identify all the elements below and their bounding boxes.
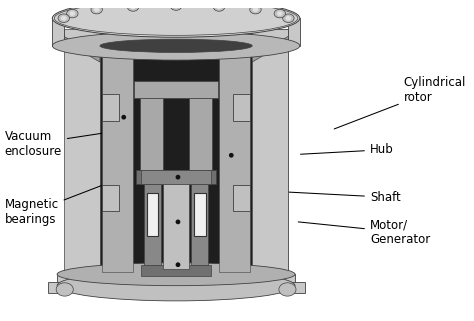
Ellipse shape: [253, 7, 258, 12]
Ellipse shape: [94, 7, 100, 12]
Polygon shape: [191, 184, 209, 265]
Ellipse shape: [58, 14, 70, 22]
Polygon shape: [47, 282, 64, 293]
Bar: [233, 185, 250, 212]
Polygon shape: [144, 184, 161, 265]
Polygon shape: [136, 169, 216, 184]
Ellipse shape: [57, 263, 295, 286]
Ellipse shape: [70, 11, 75, 16]
Ellipse shape: [57, 270, 295, 301]
Polygon shape: [57, 274, 295, 286]
Ellipse shape: [175, 220, 181, 224]
Ellipse shape: [67, 9, 78, 18]
Ellipse shape: [274, 9, 285, 18]
Bar: [141, 265, 211, 276]
Ellipse shape: [130, 4, 136, 9]
Ellipse shape: [128, 3, 139, 11]
Ellipse shape: [277, 11, 283, 16]
Ellipse shape: [61, 16, 67, 21]
Text: Vacuum
enclosure: Vacuum enclosure: [5, 130, 121, 158]
Ellipse shape: [56, 283, 73, 296]
Polygon shape: [140, 98, 163, 169]
Ellipse shape: [52, 31, 300, 60]
Polygon shape: [52, 18, 64, 46]
Ellipse shape: [216, 4, 222, 9]
Ellipse shape: [100, 39, 252, 52]
Polygon shape: [219, 30, 250, 272]
Text: Magnetic
bearings: Magnetic bearings: [5, 181, 112, 226]
Polygon shape: [102, 30, 133, 272]
Ellipse shape: [170, 2, 182, 10]
Polygon shape: [134, 81, 218, 98]
Bar: [102, 185, 119, 212]
Polygon shape: [252, 29, 288, 274]
Ellipse shape: [91, 5, 102, 14]
Ellipse shape: [52, 0, 300, 37]
Polygon shape: [288, 18, 300, 46]
Polygon shape: [64, 36, 100, 62]
Polygon shape: [64, 29, 100, 274]
Ellipse shape: [175, 262, 181, 267]
Ellipse shape: [175, 175, 181, 179]
Ellipse shape: [54, 1, 298, 35]
Ellipse shape: [283, 14, 294, 22]
Bar: [146, 193, 158, 236]
Polygon shape: [221, 33, 248, 269]
Ellipse shape: [213, 3, 225, 11]
Polygon shape: [252, 29, 288, 274]
Bar: [141, 169, 211, 184]
Polygon shape: [100, 29, 252, 274]
Text: Motor/
Generator: Motor/ Generator: [298, 218, 430, 246]
Bar: [233, 94, 250, 121]
Polygon shape: [190, 98, 212, 169]
Polygon shape: [288, 282, 305, 293]
Ellipse shape: [229, 153, 234, 158]
Bar: [194, 193, 206, 236]
Polygon shape: [104, 33, 131, 269]
Ellipse shape: [285, 16, 291, 21]
Ellipse shape: [121, 115, 126, 120]
Ellipse shape: [173, 4, 179, 8]
Text: Hub: Hub: [301, 143, 394, 156]
Bar: [163, 184, 190, 269]
Text: Shaft: Shaft: [271, 191, 401, 204]
Ellipse shape: [250, 5, 261, 14]
Text: Cylindrical
rotor: Cylindrical rotor: [334, 76, 466, 129]
Bar: [102, 94, 119, 121]
Polygon shape: [252, 36, 288, 62]
Ellipse shape: [279, 283, 296, 296]
